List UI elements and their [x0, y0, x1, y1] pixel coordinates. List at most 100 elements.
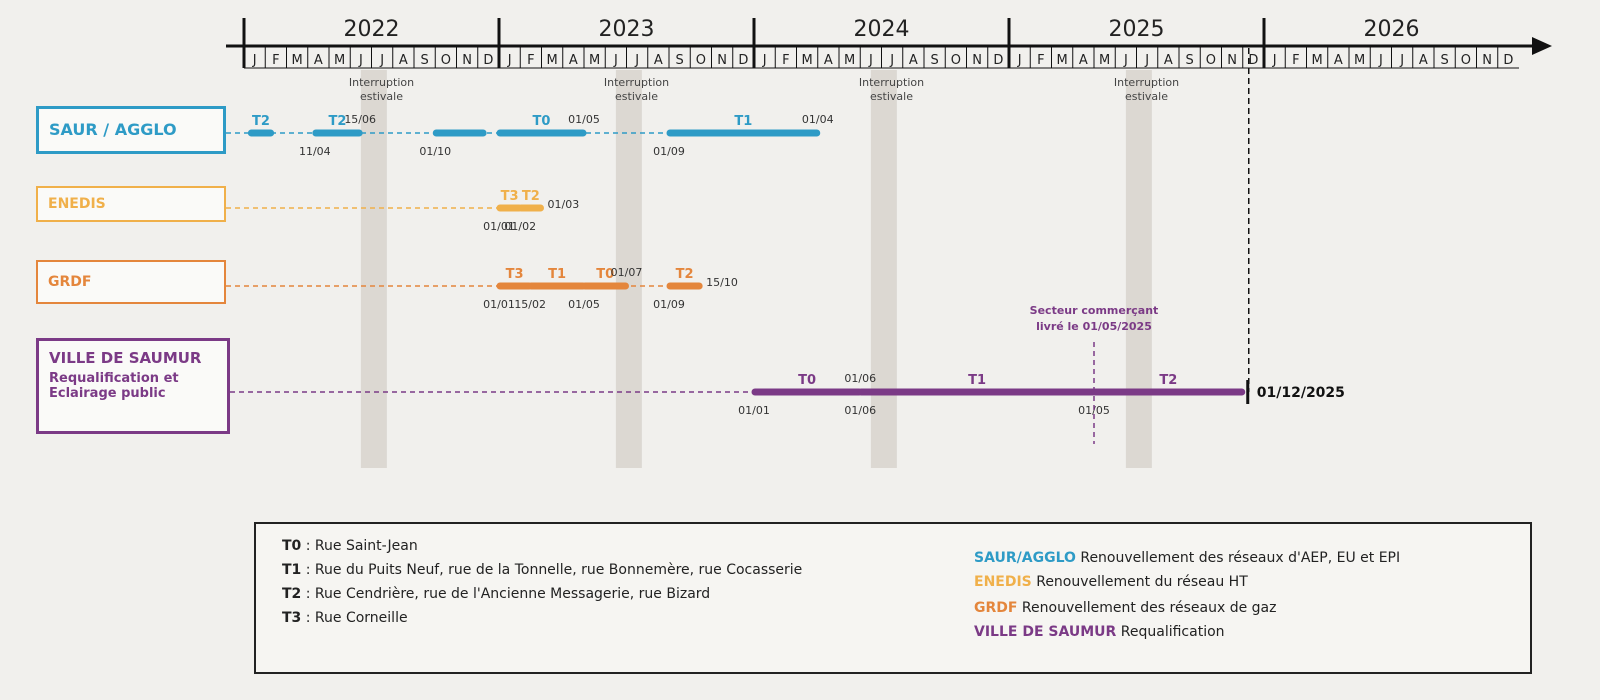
- month-label: S: [675, 53, 683, 68]
- month-label: A: [654, 53, 663, 68]
- summer-break-label: Interruption: [1114, 76, 1179, 89]
- date-label: 01/01: [738, 404, 770, 417]
- legend-street-t3: T3 : Rue Corneille: [282, 610, 408, 626]
- segment-code-label: T2: [1159, 373, 1177, 388]
- legend-org-grdf: GRDF Renouvellement des réseaux de gaz: [974, 600, 1276, 616]
- legend-street-code: T3: [282, 610, 302, 626]
- month-label: J: [889, 53, 894, 68]
- row-label-grdf: GRDF: [36, 260, 226, 304]
- month-label: J: [762, 53, 767, 68]
- month-label: D: [993, 53, 1003, 68]
- summer-break-label: estivale: [870, 90, 913, 103]
- legend-org-name: ENEDIS: [974, 574, 1032, 590]
- month-label: J: [1144, 53, 1149, 68]
- month-label: N: [462, 53, 472, 68]
- month-label: M: [1057, 53, 1068, 68]
- year-label: 2022: [344, 17, 400, 42]
- month-label: M: [1312, 53, 1323, 68]
- month-label: F: [1037, 53, 1044, 68]
- month-label: J: [1017, 53, 1022, 68]
- month-label: O: [1206, 53, 1216, 68]
- month-label: A: [569, 53, 578, 68]
- legend-street-t1: T1 : Rue du Puits Neuf, rue de la Tonnel…: [282, 562, 802, 578]
- end-date-label: 01/12/2025: [1257, 385, 1345, 401]
- date-label: 01/02: [504, 220, 536, 233]
- legend-street-t2: T2 : Rue Cendrière, rue de l'Ancienne Me…: [282, 586, 710, 602]
- segment-code-label: T1: [968, 373, 986, 388]
- segment-code-label: T3: [506, 267, 524, 282]
- summer-break-label: estivale: [615, 90, 658, 103]
- month-label: M: [1099, 53, 1110, 68]
- legend-street-text: : Rue Saint-Jean: [301, 538, 418, 554]
- date-label: 01/04: [802, 113, 834, 126]
- month-label: S: [1440, 53, 1448, 68]
- month-label: F: [527, 53, 534, 68]
- month-label: O: [441, 53, 451, 68]
- summer-break-label: Interruption: [859, 76, 924, 89]
- month-label: O: [951, 53, 961, 68]
- month-label: M: [1354, 53, 1365, 68]
- segment-code-label: T0: [798, 373, 816, 388]
- row-label-enedis-text: ENEDIS: [48, 196, 106, 212]
- month-label: A: [1164, 53, 1173, 68]
- summer-break-band: [615, 70, 642, 468]
- year-label: 2026: [1364, 17, 1420, 42]
- date-label: 15/06: [344, 113, 376, 126]
- date-label: 01/05: [1078, 404, 1110, 417]
- date-label: 01/09: [653, 298, 685, 311]
- segment-code-label: T0: [596, 267, 614, 282]
- month-label: S: [420, 53, 428, 68]
- date-label: 01/07: [611, 266, 643, 279]
- summer-break-label: estivale: [360, 90, 403, 103]
- month-label: A: [1419, 53, 1428, 68]
- month-label: J: [1399, 53, 1404, 68]
- summer-break-label: Interruption: [604, 76, 669, 89]
- month-label: N: [1482, 53, 1492, 68]
- date-label: 01/05: [568, 113, 600, 126]
- month-label: N: [972, 53, 982, 68]
- month-label: A: [824, 53, 833, 68]
- summer-break-label: Interruption: [349, 76, 414, 89]
- month-label: M: [292, 53, 303, 68]
- segment-code-label: T1: [548, 267, 566, 282]
- segment-code-label: T2: [676, 267, 694, 282]
- date-label: 01/05: [568, 298, 600, 311]
- segment-code-label: T0: [533, 114, 551, 129]
- row-label-enedis: ENEDIS: [36, 186, 226, 222]
- summer-break-band: [870, 70, 897, 468]
- year-label: 2023: [599, 17, 655, 42]
- month-label: D: [1248, 53, 1258, 68]
- legend-org-text: Renouvellement des réseaux de gaz: [1017, 600, 1277, 616]
- segment-code-label: T2: [522, 189, 540, 204]
- date-label: 01/01: [483, 220, 515, 233]
- row-label-saur: SAUR / AGGLO: [36, 106, 226, 154]
- legend-org-name: SAUR/AGGLO: [974, 550, 1076, 566]
- month-label: J: [613, 53, 618, 68]
- month-label: M: [547, 53, 558, 68]
- month-label: A: [399, 53, 408, 68]
- row-label-ville-sub2: Eclairage public: [49, 386, 166, 401]
- date-label: 15/10: [706, 276, 738, 289]
- month-label: D: [738, 53, 748, 68]
- summer-break-band: [360, 70, 387, 468]
- date-label: 01/06: [844, 372, 876, 385]
- month-label: A: [314, 53, 323, 68]
- row-label-grdf-text: GRDF: [48, 274, 92, 290]
- month-label: N: [717, 53, 727, 68]
- month-label: A: [1334, 53, 1343, 68]
- legend-org-saur: SAUR/AGGLO Renouvellement des réseaux d'…: [974, 550, 1400, 566]
- date-label: 01/10: [419, 145, 451, 158]
- row-label-ville-title: VILLE DE SAUMUR: [49, 349, 202, 367]
- month-label: J: [507, 53, 512, 68]
- month-label: D: [483, 53, 493, 68]
- month-label: J: [1123, 53, 1128, 68]
- legend-street-t0: T0 : Rue Saint-Jean: [282, 538, 418, 554]
- segment-code-label: T1: [734, 114, 752, 129]
- month-label: A: [1079, 53, 1088, 68]
- month-label: J: [634, 53, 639, 68]
- legend-box: T0 : Rue Saint-Jean T1 : Rue du Puits Ne…: [254, 522, 1532, 674]
- month-label: M: [589, 53, 600, 68]
- segment-code-label: T2: [329, 114, 347, 129]
- legend-street-text: : Rue Cendrière, rue de l'Ancienne Messa…: [301, 586, 711, 602]
